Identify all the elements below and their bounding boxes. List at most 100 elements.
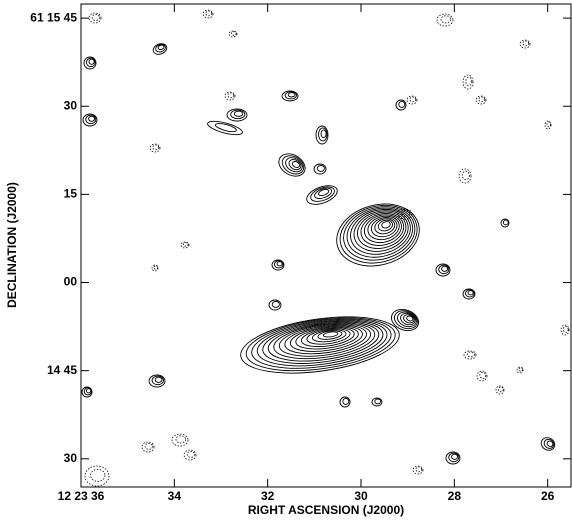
y-tick-label: 00 (64, 275, 78, 289)
contour (207, 120, 243, 136)
contour (149, 143, 161, 153)
contour (350, 208, 411, 255)
contour (226, 108, 248, 122)
contour (479, 371, 487, 379)
x-tick-label: 34 (168, 489, 182, 503)
contour (445, 451, 461, 465)
contour (224, 91, 236, 101)
contour (183, 242, 189, 247)
contour (285, 157, 303, 173)
contour (88, 58, 95, 65)
y-tick-label: 30 (64, 98, 78, 112)
contour (412, 465, 424, 475)
contours (81, 9, 570, 487)
contour (151, 375, 164, 386)
contour (339, 204, 418, 264)
contour (353, 210, 409, 252)
contour (82, 113, 98, 127)
contour (86, 57, 96, 68)
contour (401, 209, 411, 217)
contour (274, 260, 284, 269)
contour (88, 12, 102, 24)
contour (516, 366, 524, 374)
contour (83, 56, 97, 70)
contour (461, 170, 470, 180)
contour (371, 397, 383, 407)
contour (377, 219, 393, 232)
contour (543, 438, 555, 449)
y-tick-label: 61 15 45 (30, 10, 77, 24)
contour (390, 309, 420, 331)
contour (281, 155, 305, 175)
contour (363, 214, 402, 244)
contour (374, 398, 382, 405)
contour (313, 163, 327, 175)
contour (157, 44, 165, 51)
contour (155, 43, 166, 53)
contour (370, 217, 398, 238)
contour (318, 188, 330, 197)
contour (271, 259, 285, 271)
contour (271, 300, 280, 308)
contour (546, 440, 554, 447)
contour (502, 219, 509, 226)
contour (394, 310, 418, 330)
contour (81, 386, 93, 398)
contour (438, 264, 450, 275)
contour (183, 449, 197, 461)
contour (251, 318, 392, 369)
contour (267, 321, 380, 362)
x-tick-label: 30 (354, 489, 368, 503)
contour (342, 397, 350, 405)
contour (300, 327, 355, 348)
contour (406, 315, 414, 322)
contour (281, 90, 299, 102)
contour (84, 465, 110, 487)
contour (144, 442, 153, 450)
contour (367, 215, 400, 241)
contour (409, 96, 417, 103)
contour (562, 325, 569, 333)
contour (462, 74, 474, 90)
contour (395, 99, 407, 111)
contour (289, 325, 363, 352)
contour (175, 435, 187, 444)
contour (478, 96, 486, 103)
contour (306, 328, 351, 345)
contour (240, 316, 400, 374)
contour (336, 203, 420, 267)
contour (284, 91, 297, 100)
contour (467, 290, 474, 296)
contour (273, 322, 376, 360)
y-axis-label: DECLINATION (J2000) (5, 182, 19, 308)
contour (315, 125, 329, 145)
contour (295, 326, 359, 350)
contour (462, 288, 476, 300)
contour (406, 95, 418, 105)
contour (86, 388, 92, 394)
contour (148, 374, 166, 388)
contour (276, 261, 283, 267)
y-tick-label: 14 45 (47, 363, 77, 377)
contour (85, 114, 97, 125)
contour (458, 168, 472, 184)
contour (522, 40, 530, 47)
x-tick-label: 26 (541, 489, 555, 503)
contour (476, 370, 488, 382)
x-tick-label: 12 23 36 (58, 489, 105, 503)
contour (186, 450, 195, 458)
contour (465, 76, 473, 87)
contour (151, 264, 159, 272)
contour (475, 95, 487, 105)
contour (171, 433, 189, 447)
contour (152, 144, 160, 151)
contour (448, 452, 460, 463)
contour (311, 329, 347, 343)
contour (451, 453, 459, 460)
contour (154, 376, 163, 383)
contour (231, 31, 237, 36)
contour (357, 211, 407, 249)
contour (83, 387, 92, 396)
contour (88, 115, 96, 122)
contour (306, 185, 338, 205)
